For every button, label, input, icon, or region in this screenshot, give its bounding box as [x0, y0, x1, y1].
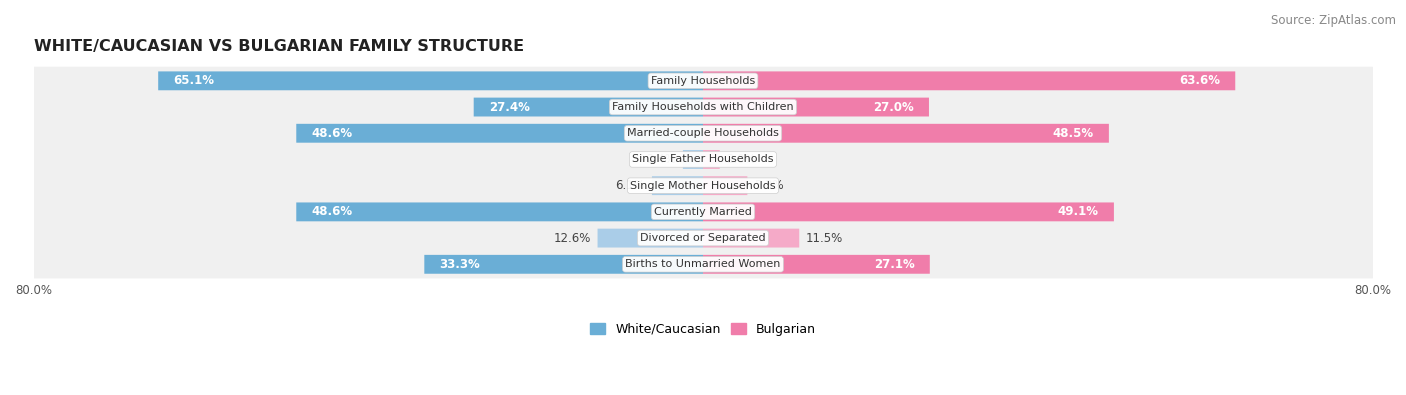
Text: WHITE/CAUCASIAN VS BULGARIAN FAMILY STRUCTURE: WHITE/CAUCASIAN VS BULGARIAN FAMILY STRU… [34, 39, 523, 54]
Text: 65.1%: 65.1% [173, 74, 214, 87]
FancyBboxPatch shape [703, 255, 929, 274]
Text: Single Mother Households: Single Mother Households [630, 181, 776, 191]
FancyBboxPatch shape [32, 145, 1374, 174]
FancyBboxPatch shape [32, 224, 1374, 252]
FancyBboxPatch shape [425, 255, 703, 274]
Text: 27.4%: 27.4% [489, 101, 530, 113]
FancyBboxPatch shape [32, 67, 1374, 95]
FancyBboxPatch shape [703, 150, 720, 169]
Text: Single Father Households: Single Father Households [633, 154, 773, 164]
FancyBboxPatch shape [297, 124, 703, 143]
FancyBboxPatch shape [703, 124, 1109, 143]
Text: 49.1%: 49.1% [1057, 205, 1099, 218]
Text: Source: ZipAtlas.com: Source: ZipAtlas.com [1271, 14, 1396, 27]
Text: 27.0%: 27.0% [873, 101, 914, 113]
Text: 2.4%: 2.4% [647, 153, 676, 166]
Text: 48.6%: 48.6% [311, 205, 353, 218]
Text: 48.5%: 48.5% [1053, 127, 1094, 140]
Text: 11.5%: 11.5% [806, 231, 844, 245]
FancyBboxPatch shape [598, 229, 703, 248]
FancyBboxPatch shape [703, 71, 1236, 90]
Text: 6.1%: 6.1% [616, 179, 645, 192]
FancyBboxPatch shape [703, 203, 1114, 221]
FancyBboxPatch shape [474, 98, 703, 117]
FancyBboxPatch shape [32, 93, 1374, 121]
FancyBboxPatch shape [297, 203, 703, 221]
Text: Divorced or Separated: Divorced or Separated [640, 233, 766, 243]
Text: Births to Unmarried Women: Births to Unmarried Women [626, 259, 780, 269]
FancyBboxPatch shape [159, 71, 703, 90]
FancyBboxPatch shape [683, 150, 703, 169]
Text: 12.6%: 12.6% [554, 231, 591, 245]
Text: 5.3%: 5.3% [754, 179, 783, 192]
Text: 48.6%: 48.6% [311, 127, 353, 140]
FancyBboxPatch shape [703, 176, 748, 195]
FancyBboxPatch shape [32, 198, 1374, 226]
Text: Married-couple Households: Married-couple Households [627, 128, 779, 138]
FancyBboxPatch shape [32, 250, 1374, 278]
Text: 33.3%: 33.3% [440, 258, 479, 271]
FancyBboxPatch shape [703, 229, 799, 248]
FancyBboxPatch shape [32, 171, 1374, 200]
FancyBboxPatch shape [703, 98, 929, 117]
Legend: White/Caucasian, Bulgarian: White/Caucasian, Bulgarian [591, 323, 815, 336]
Text: 27.1%: 27.1% [875, 258, 915, 271]
FancyBboxPatch shape [32, 119, 1374, 147]
Text: 63.6%: 63.6% [1180, 74, 1220, 87]
Text: Family Households with Children: Family Households with Children [612, 102, 794, 112]
Text: 2.0%: 2.0% [727, 153, 756, 166]
Text: Family Households: Family Households [651, 76, 755, 86]
Text: Currently Married: Currently Married [654, 207, 752, 217]
FancyBboxPatch shape [652, 176, 703, 195]
